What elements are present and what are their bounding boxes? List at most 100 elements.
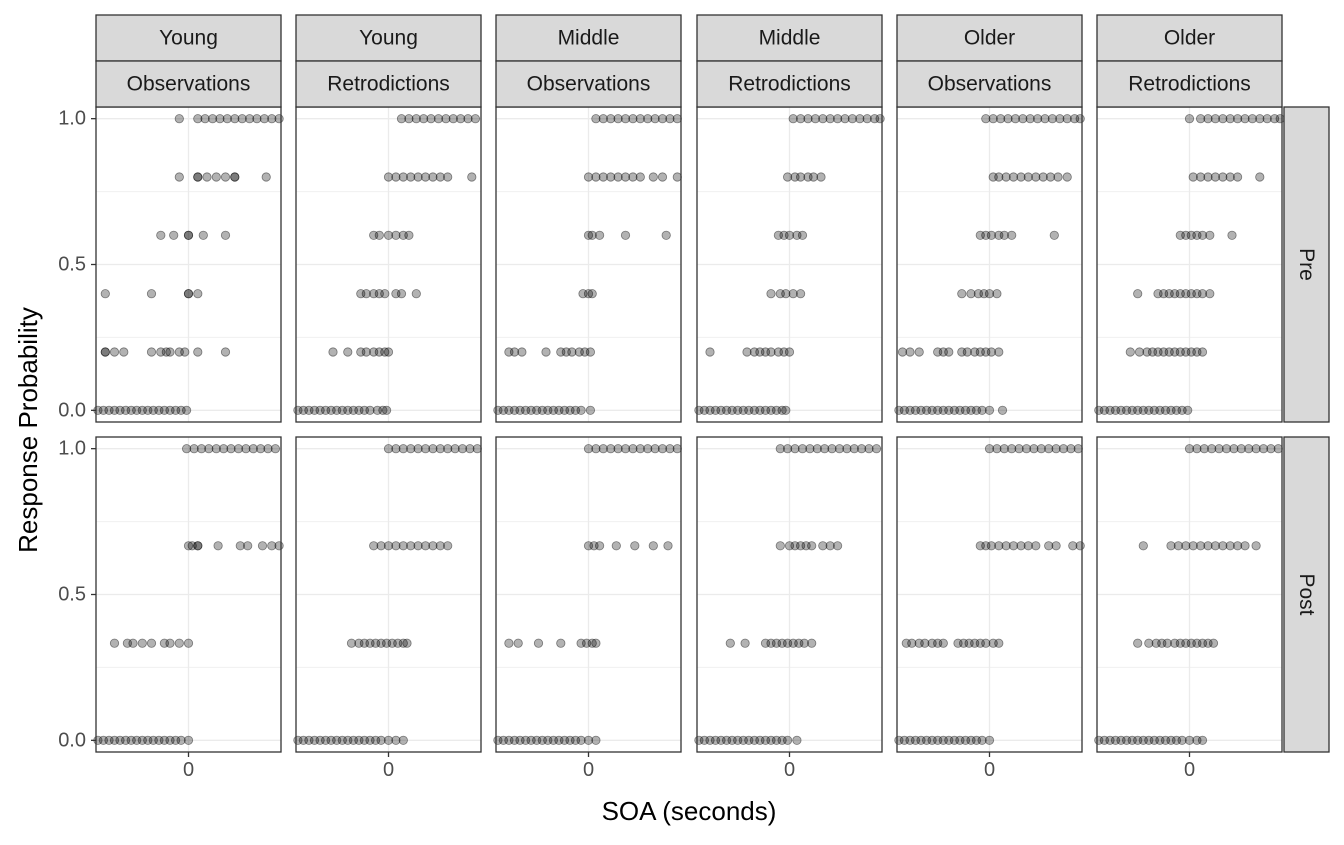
data-point [261,172,271,182]
panel-post-4 [694,436,883,753]
data-point [354,405,364,415]
data-point [126,405,136,415]
data-point [374,289,384,299]
data-point [992,289,1002,299]
data-point [1199,444,1209,454]
data-point [749,735,760,745]
data-point [259,114,269,124]
data-point [196,444,207,454]
data-point [648,541,658,551]
column-strip-task-label: Retrodictions [327,73,450,96]
data-point [1062,172,1072,182]
data-point [1166,735,1176,745]
data-point [977,405,987,415]
data-point [354,638,364,648]
data-point [795,289,806,299]
data-point [137,735,147,745]
data-point [245,114,255,124]
data-point [771,638,782,648]
data-point [356,289,366,299]
data-point [328,347,338,357]
data-point [1262,114,1272,124]
data-point [771,735,782,745]
panel-pre-6 [1094,106,1285,423]
data-point [413,541,423,551]
data-point [1105,735,1115,745]
x-tick-label: 0 [784,759,795,781]
data-point [933,347,943,357]
data-point [315,735,325,745]
data-point [905,347,915,357]
data-point [455,114,466,124]
data-point [146,347,157,357]
data-point [657,172,668,182]
data-point [132,405,142,415]
data-point [1188,172,1198,182]
data-point [971,405,982,415]
data-point [986,230,997,240]
data-point [159,735,169,745]
data-point [100,347,110,357]
data-point [372,405,382,415]
data-point [183,289,194,299]
column-strip-background [696,60,883,108]
panel-post-6 [1094,436,1283,753]
data-point [219,444,229,454]
data-point [463,114,473,124]
data-point [1014,444,1024,454]
data-point [1175,289,1185,299]
data-point [583,541,594,551]
data-point [981,347,991,357]
data-point [1255,114,1265,124]
data-point [159,405,169,415]
data-point [1197,347,1208,357]
data-point [435,541,445,551]
row-strip-background [1283,436,1330,753]
data-point [808,172,819,182]
data-point [396,114,407,124]
panel-post-2 [293,436,482,753]
data-point [406,172,416,182]
data-point [1144,638,1154,648]
data-point [533,638,544,648]
data-point [391,289,401,299]
data-point [1144,405,1154,415]
data-point [1207,444,1217,454]
data-point [986,541,997,551]
data-point [663,541,673,551]
data-point [1218,114,1228,124]
data-point [628,172,638,182]
data-point [243,541,253,551]
data-point [337,735,347,745]
data-point [657,444,668,454]
data-point [773,347,784,357]
data-point [1008,172,1019,182]
data-point [1205,230,1215,240]
data-point [864,444,874,454]
data-point [795,114,806,124]
data-point [1164,289,1174,299]
data-point [393,638,403,648]
data-point [241,444,251,454]
data-point [426,114,436,124]
data-point [587,230,597,240]
column-strip-background [495,60,682,108]
data-point [356,347,366,357]
data-point [957,347,967,357]
data-point [298,735,308,745]
data-point [1251,444,1261,454]
data-point [648,172,658,182]
column-strip-background [95,60,282,108]
data-point [795,541,806,551]
data-point [973,289,984,299]
data-point [585,347,596,357]
data-point [910,405,921,415]
data-point [211,172,221,182]
data-point [109,638,120,648]
data-point [1196,541,1206,551]
data-point [1258,444,1269,454]
data-point [773,230,784,240]
data-point [970,638,980,648]
data-point [1038,172,1048,182]
column-strip-group-label: Young [359,27,418,50]
